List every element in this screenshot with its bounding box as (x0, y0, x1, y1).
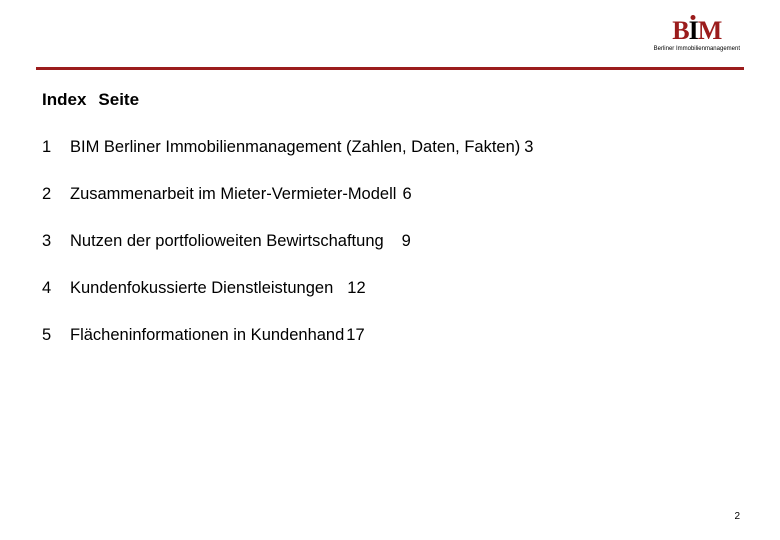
toc-header-row: Index Seite (42, 90, 738, 110)
logo: BIM Berliner Immobilienmanagement (654, 18, 740, 52)
toc-item-title: Zusammenarbeit im Mieter-Vermieter-Model… (70, 185, 396, 204)
toc-item-number: 1 (42, 138, 70, 157)
logo-letter-i: I (689, 16, 698, 45)
toc-list: 1BIM Berliner Immobilienmanagement (Zahl… (42, 138, 738, 345)
header: BIM Berliner Immobilienmanagement (0, 0, 780, 75)
toc-row: 1BIM Berliner Immobilienmanagement (Zahl… (42, 138, 738, 157)
toc-item-number: 5 (42, 326, 70, 345)
toc-row: 4Kundenfokussierte Dienstleistungen 12 (42, 279, 738, 298)
toc-row: 3Nutzen der portfolioweiten Bewirtschaft… (42, 232, 738, 251)
toc-item-page: 6 (402, 185, 411, 204)
slide-page: BIM Berliner Immobilienmanagement Index … (0, 0, 780, 540)
toc-row: 2Zusammenarbeit im Mieter-Vermieter-Mode… (42, 185, 738, 204)
toc-item-title: BIM Berliner Immobilienmanagement (Zahle… (70, 138, 520, 157)
toc-item-title: Kundenfokussierte Dienstleistungen (70, 279, 333, 298)
toc-item-title: Flächeninformationen in Kundenhand (70, 326, 344, 345)
logo-letter-b: B (672, 16, 688, 45)
toc-item-number: 2 (42, 185, 70, 204)
logo-letter-i-wrap: I (689, 18, 698, 44)
logo-subtitle: Berliner Immobilienmanagement (654, 46, 740, 52)
toc-header-index: Index (42, 90, 86, 110)
toc-row: 5Flächeninformationen in Kundenhand17 (42, 326, 738, 345)
toc-item-page: 9 (402, 232, 411, 251)
toc-item-page: 12 (347, 279, 365, 298)
header-rule (36, 67, 744, 70)
toc-item-page: 17 (346, 326, 364, 345)
toc-item-title: Nutzen der portfolioweiten Bewirtschaftu… (70, 232, 384, 251)
logo-dot-icon (691, 15, 696, 20)
logo-wordmark: BIM (654, 18, 740, 44)
toc-header-page: Seite (98, 90, 139, 110)
toc-item-number: 4 (42, 279, 70, 298)
logo-letter-m: M (698, 16, 722, 45)
content-area: Index Seite 1BIM Berliner Immobilienmana… (42, 90, 738, 373)
toc-item-number: 3 (42, 232, 70, 251)
toc-item-page: 3 (524, 138, 533, 157)
page-number: 2 (734, 511, 740, 522)
